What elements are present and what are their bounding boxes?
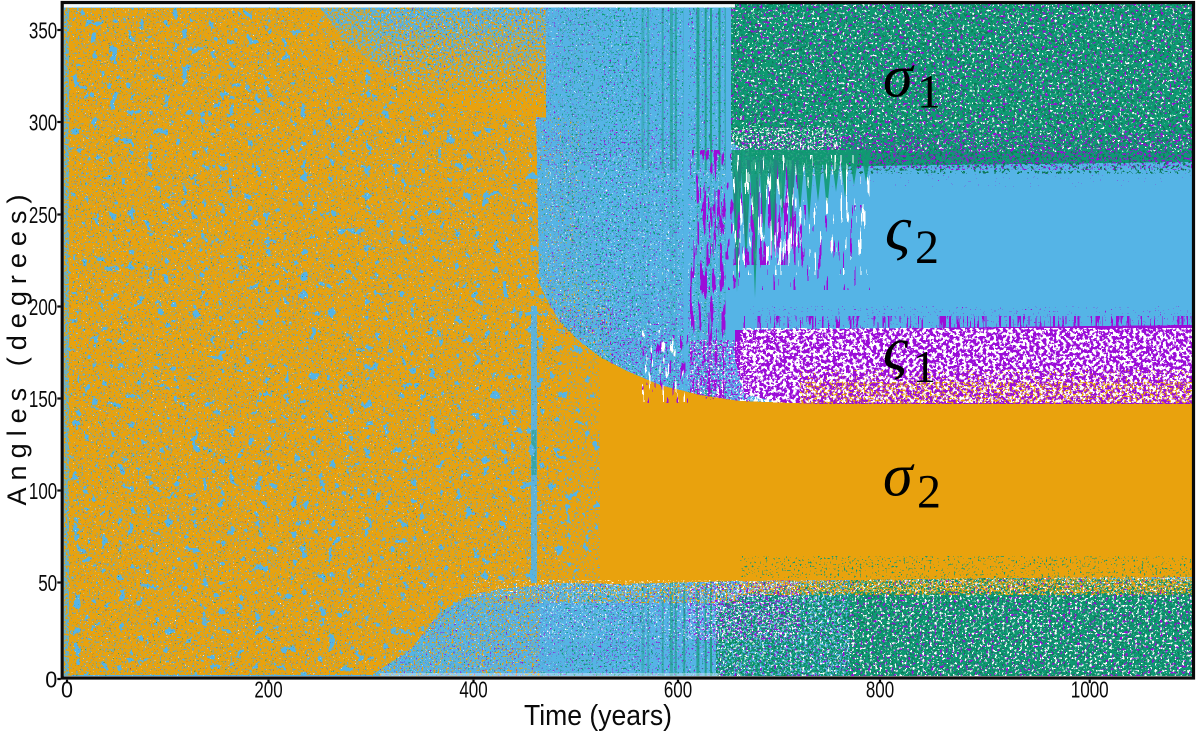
svg-text:200: 200 [29,294,57,320]
svg-text:250: 250 [29,202,57,228]
svg-text:400: 400 [459,677,487,703]
svg-text:0: 0 [45,666,57,692]
svg-text:350: 350 [29,17,57,43]
svg-text:Time (years): Time (years) [524,700,672,732]
svg-text:150: 150 [29,386,57,412]
svg-text:ς: ς [883,317,908,384]
svg-text:200: 200 [254,677,282,703]
svg-text:800: 800 [866,677,894,703]
svg-text:σ: σ [883,44,915,110]
svg-text:σ: σ [883,443,915,509]
svg-text:2: 2 [917,466,941,519]
svg-text:1000: 1000 [1071,677,1109,703]
svg-text:Angles (degrees): Angles (degrees) [2,195,32,506]
svg-text:2: 2 [915,221,939,274]
svg-text:600: 600 [664,677,692,703]
svg-text:1: 1 [913,341,936,392]
svg-text:300: 300 [29,109,57,135]
svg-text:ς: ς [885,193,912,264]
svg-text:1: 1 [917,66,941,119]
svg-text:50: 50 [38,570,57,596]
svg-text:100: 100 [29,478,57,504]
svg-text:0: 0 [61,677,73,703]
